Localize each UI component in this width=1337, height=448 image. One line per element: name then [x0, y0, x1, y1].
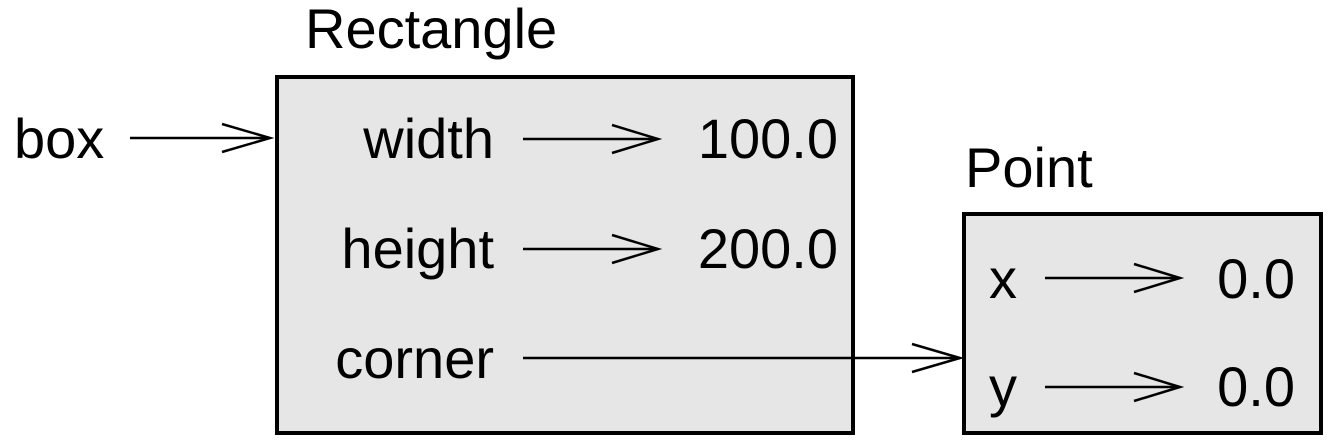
- arrow-width: [523, 123, 663, 155]
- attr-value-height: 200.0: [698, 217, 838, 280]
- attr-value-x: 0.0: [1217, 247, 1295, 310]
- arrow-x: [1045, 262, 1185, 294]
- attr-value-y: 0.0: [1217, 355, 1295, 418]
- point-frame: [962, 212, 1323, 435]
- rectangle-frame: [275, 75, 855, 435]
- attr-name-y: y: [989, 355, 1017, 418]
- arrow-height: [523, 233, 663, 265]
- attr-value-width: 100.0: [698, 107, 838, 170]
- arrow-corner-to-point: [523, 342, 965, 374]
- attr-name-corner: corner: [335, 327, 494, 390]
- point-type-label: Point: [965, 136, 1093, 199]
- attr-name-width: width: [362, 107, 494, 170]
- variable-label-box: box: [14, 107, 104, 170]
- attr-name-x: x: [989, 247, 1017, 310]
- arrow-y: [1045, 371, 1185, 403]
- rectangle-type-label: Rectangle: [305, 0, 557, 60]
- attr-name-height: height: [341, 217, 494, 280]
- arrow-box-to-rectangle: [130, 122, 275, 154]
